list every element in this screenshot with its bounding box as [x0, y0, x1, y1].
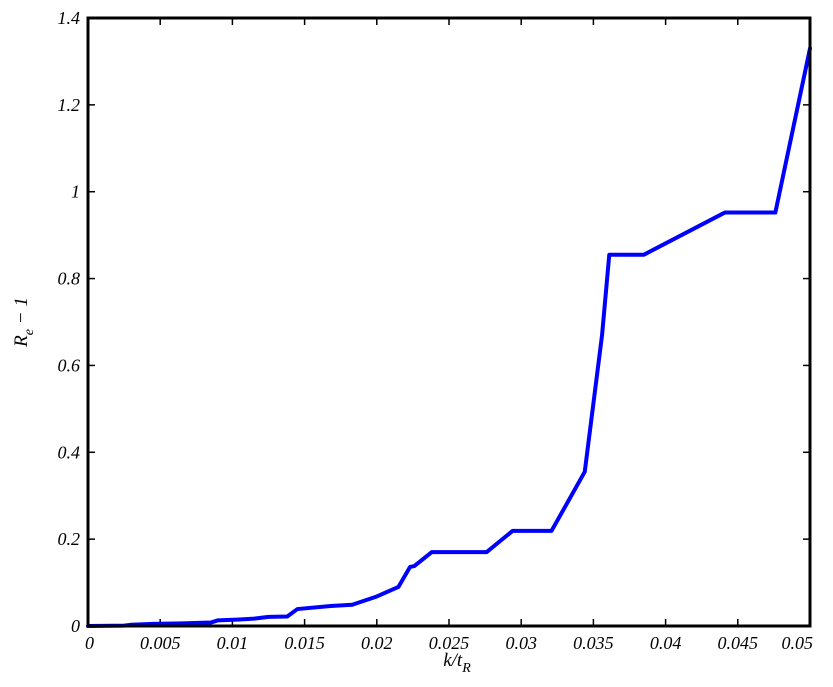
- y-axis-title-subscript: e: [22, 329, 37, 335]
- y-tick-label: 0.2: [58, 529, 81, 549]
- x-tick-label: 0.05: [782, 633, 814, 653]
- x-tick-label: 0.015: [284, 633, 325, 653]
- y-tick-label: 0: [71, 616, 80, 636]
- y-tick-label: 0.6: [58, 355, 81, 375]
- x-tick-label: 0.03: [505, 633, 537, 653]
- x-tick-label: 0.045: [718, 633, 759, 653]
- y-axis-title-main: R: [11, 335, 32, 348]
- y-tick-label: 0.4: [58, 442, 81, 462]
- x-axis-title-main: k/t: [443, 650, 463, 671]
- y-axis-title-rest: − 1: [11, 297, 32, 329]
- x-tick-label: 0.01: [217, 633, 249, 653]
- y-tick-label: 1.4: [58, 8, 81, 28]
- y-tick-label: 1: [71, 182, 80, 202]
- x-tick-label: 0.02: [361, 633, 393, 653]
- x-tick-label: 0: [85, 633, 94, 653]
- tick-labels: 0 0.005 0.01 0.015 0.02 0.025 0.03 0.035 0.04 0.0…: [58, 8, 814, 653]
- y-tick-label: 0.8: [58, 269, 81, 289]
- plot-area-frame: [86, 16, 812, 628]
- x-tick-label: 0.005: [140, 633, 181, 653]
- x-axis-title-subscript: R: [461, 661, 471, 676]
- x-tick-label: 0.025: [429, 633, 470, 653]
- y-tick-label: 1.2: [58, 95, 81, 115]
- x-tick-label: 0.04: [650, 633, 682, 653]
- x-axis-title: k/tR: [443, 650, 471, 676]
- series-line: [86, 46, 812, 628]
- y-axis-title: Re − 1: [11, 297, 37, 348]
- x-tick-label: 0.035: [573, 633, 614, 653]
